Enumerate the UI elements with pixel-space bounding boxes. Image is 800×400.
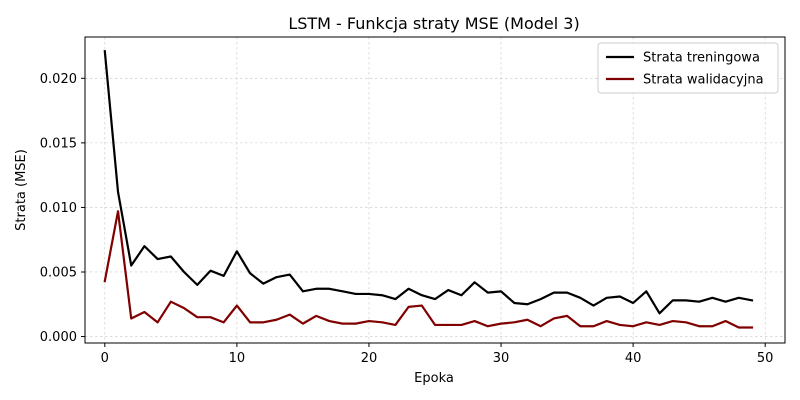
legend-box bbox=[597, 42, 779, 94]
y-tick-label: 0.020 bbox=[40, 72, 77, 87]
x-tick-label: 20 bbox=[361, 351, 378, 366]
axis-ticks: 0 10 20 30 40 50 0.000 0.005 0.010 0.015 0.020 bbox=[40, 72, 774, 366]
legend: Strata treningowa Strata walidacyjna bbox=[597, 42, 779, 94]
y-tick-label: 0.010 bbox=[40, 201, 77, 216]
series-line-2 bbox=[103, 210, 754, 329]
grid bbox=[85, 37, 785, 343]
plot-area bbox=[84, 36, 786, 344]
x-tick-label: 40 bbox=[625, 351, 642, 366]
y-tick-label: 0.000 bbox=[40, 330, 77, 345]
legend-label-2: Strata walidacyjna bbox=[643, 73, 764, 88]
x-tick-label: 10 bbox=[229, 351, 246, 366]
x-axis-title: Epoka bbox=[414, 371, 454, 386]
legend-label-1: Strata treningowa bbox=[643, 51, 760, 66]
x-tick-label: 50 bbox=[757, 351, 774, 366]
series-lines bbox=[103, 50, 754, 329]
y-tick-label: 0.005 bbox=[40, 265, 77, 280]
y-axis-title: Strata (MSE) bbox=[14, 149, 29, 231]
chart-title: LSTM - Funkcja straty MSE (Model 3) bbox=[288, 14, 579, 33]
x-tick-label: 0 bbox=[101, 351, 109, 366]
x-tick-label: 30 bbox=[493, 351, 510, 366]
y-tick-label: 0.015 bbox=[40, 136, 77, 151]
series-line-1 bbox=[103, 50, 754, 315]
